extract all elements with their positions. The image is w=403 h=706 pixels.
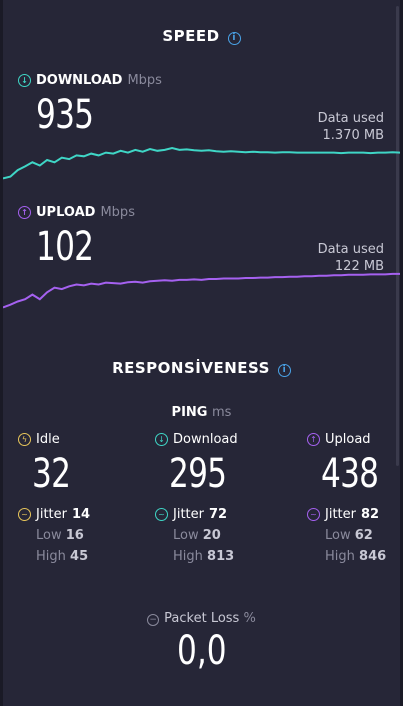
ping-upload-column: ↑ Upload 438 ~ Jitter 82 Low 62 High 846 — [307, 432, 403, 564]
low-label: Low — [173, 528, 199, 543]
upload-data-used-label: Data used — [317, 242, 384, 257]
packet-loss-label: − Packet Loss % — [0, 611, 403, 626]
jitter-label: Jitter — [173, 507, 204, 522]
ping-idle-low-value: 16 — [65, 528, 84, 543]
info-icon[interactable]: i — [227, 32, 241, 45]
ping-upload-jitter: ~ Jitter 82 — [307, 507, 403, 522]
ping-upload-jitter-value: 82 — [360, 507, 380, 522]
download-speed-line — [3, 146, 400, 180]
ping-idle-high-value: 45 — [70, 549, 89, 564]
packet-loss-label-text: Packet Loss — [164, 611, 240, 626]
upload-speed-value: 102 — [36, 224, 94, 270]
download-data-used-value: 1.370 MB — [322, 128, 384, 143]
low-label: Low — [36, 528, 62, 543]
upload-label-text: UPLOAD — [36, 205, 96, 220]
upload-arrow-icon: ↑ — [18, 206, 31, 219]
jitter-wave-icon: ~ — [18, 508, 31, 521]
upload-arrow-icon: ↑ — [307, 433, 320, 446]
high-label: High — [36, 549, 66, 564]
upload-data-used-value: 122 MB — [334, 259, 384, 274]
download-unit: Mbps — [127, 73, 162, 88]
download-data-used: Data used 1.370 MB — [318, 110, 384, 144]
ping-download-high: High 813 — [155, 549, 265, 564]
left-frame — [0, 0, 3, 706]
ping-idle-jitter: ~ Jitter 14 — [18, 507, 128, 522]
ping-idle-high: High 45 — [18, 549, 128, 564]
ping-upload-high: High 846 — [307, 549, 403, 564]
ping-upload-value: 438 — [321, 451, 379, 497]
download-speed-chart — [3, 146, 400, 180]
upload-label: ↑ UPLOAD Mbps — [18, 205, 135, 220]
ping-download-jitter: ~ Jitter 72 — [155, 507, 265, 522]
download-label: ↓ DOWNLOAD Mbps — [18, 73, 162, 88]
ping-download-high-value: 813 — [207, 549, 235, 564]
jitter-wave-icon: ~ — [307, 508, 320, 521]
download-label-text: DOWNLOAD — [36, 73, 123, 88]
download-speed-value: 935 — [36, 92, 94, 138]
download-arrow-icon: ↓ — [18, 74, 31, 87]
ping-unit: ms — [212, 405, 232, 420]
ping-download-jitter-value: 72 — [208, 507, 228, 522]
high-label: High — [325, 549, 355, 564]
ping-upload-low-value: 62 — [354, 528, 373, 543]
ping-idle-jitter-value: 14 — [71, 507, 91, 522]
speed-section-title: SPEED i — [0, 27, 403, 45]
packet-loss-value-text: 0,0 — [176, 628, 227, 674]
scrollbar[interactable] — [396, 6, 399, 466]
ping-title-text: PING — [171, 405, 208, 420]
low-label: Low — [325, 528, 351, 543]
jitter-label: Jitter — [325, 507, 356, 522]
ping-idle-header: ϟ Idle — [18, 432, 128, 447]
ping-upload-header: ↑ Upload — [307, 432, 403, 447]
ping-download-header: ↓ Download — [155, 432, 265, 447]
ping-download-low: Low 20 — [155, 528, 265, 543]
ping-idle-value: 32 — [32, 451, 71, 497]
ping-idle-label: Idle — [36, 432, 60, 447]
ping-upload-high-value: 846 — [359, 549, 387, 564]
right-frame — [400, 0, 403, 706]
minus-circle-icon: − — [147, 614, 160, 626]
info-icon[interactable]: i — [277, 364, 291, 377]
high-label: High — [173, 549, 203, 564]
speed-title: SPEED — [162, 27, 220, 45]
upload-speed-chart — [3, 272, 400, 309]
upload-unit: Mbps — [100, 205, 135, 220]
ping-title: PING ms — [0, 405, 403, 420]
download-data-used-label: Data used — [317, 111, 384, 126]
jitter-label: Jitter — [36, 507, 67, 522]
lightning-icon: ϟ — [18, 433, 31, 446]
ping-upload-low: Low 62 — [307, 528, 403, 543]
jitter-wave-icon: ~ — [155, 508, 168, 521]
responsiveness-title: RESPONSİVENESS — [112, 359, 270, 377]
ping-download-label: Download — [173, 432, 238, 447]
ping-download-low-value: 20 — [202, 528, 221, 543]
responsiveness-section-title: RESPONSİVENESS i — [0, 359, 403, 377]
packet-loss-unit: % — [243, 611, 256, 626]
ping-download-value: 295 — [169, 451, 227, 497]
ping-download-column: ↓ Download 295 ~ Jitter 72 Low 20 High 8… — [155, 432, 265, 564]
ping-idle-low: Low 16 — [18, 528, 128, 543]
download-arrow-icon: ↓ — [155, 433, 168, 446]
packet-loss-value: 0,0 — [0, 628, 403, 674]
ping-idle-column: ϟ Idle 32 ~ Jitter 14 Low 16 High 45 — [18, 432, 128, 564]
upload-data-used: Data used 122 MB — [318, 241, 384, 275]
upload-speed-line — [3, 272, 400, 309]
ping-upload-label: Upload — [325, 432, 371, 447]
